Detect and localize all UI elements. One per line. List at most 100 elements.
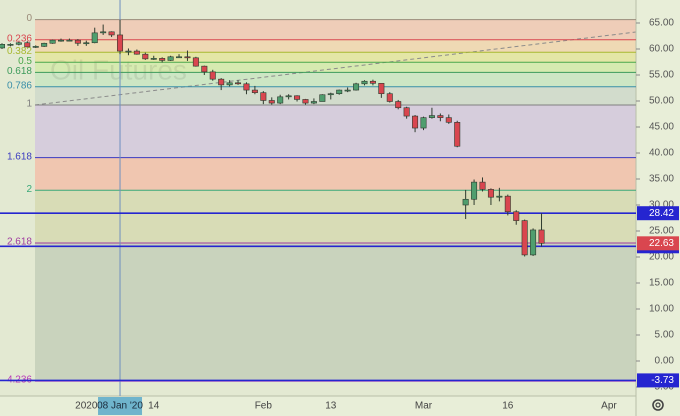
candle-body <box>184 56 191 59</box>
candle-body <box>0 44 6 49</box>
candle-body <box>167 56 174 61</box>
candle-body <box>58 39 65 42</box>
x-tick-label: Feb <box>255 401 273 412</box>
fib-zone <box>35 157 636 191</box>
candle-body <box>487 189 494 198</box>
candle-body <box>24 42 31 48</box>
fib-label: 0 <box>26 13 32 24</box>
y-tick-label: 35.00 <box>649 174 674 185</box>
candle-body <box>277 96 284 104</box>
candle-body <box>133 50 140 55</box>
candle-body <box>117 34 124 52</box>
candle-body <box>504 195 511 213</box>
last-price-label: 22.63 <box>649 238 674 249</box>
gear[interactable] <box>652 399 664 411</box>
candle-body <box>100 31 107 34</box>
settings-icon[interactable] <box>652 399 664 411</box>
fib-zone <box>35 52 636 63</box>
fib-zone <box>35 72 636 87</box>
candle-body <box>7 44 14 46</box>
candle-body <box>530 229 537 256</box>
x-tick-label: 16 <box>502 401 514 412</box>
candle-body <box>454 122 461 147</box>
candle-body <box>353 83 360 91</box>
candle-body <box>513 211 520 221</box>
candle-body <box>150 58 157 60</box>
candle-body <box>428 115 435 118</box>
fib-zone <box>35 62 636 73</box>
price-line-label: 28.42 <box>649 208 674 219</box>
candle-body <box>91 32 98 44</box>
candle-body <box>251 89 258 93</box>
candle-body <box>32 46 39 48</box>
candle-body <box>412 115 419 129</box>
candle-body <box>437 115 444 118</box>
fib-zone <box>35 86 636 105</box>
fib-zone <box>35 104 636 158</box>
fib-label: 0.236 <box>7 33 32 44</box>
y-tick-label: 65.00 <box>649 18 674 29</box>
candle-body <box>108 31 115 36</box>
candle-body <box>159 58 166 61</box>
fib-label: 0.5 <box>18 56 32 67</box>
candle-body <box>327 93 334 96</box>
y-tick-label: 25.00 <box>649 226 674 237</box>
candle-body <box>361 80 368 85</box>
candle-body <box>420 117 427 129</box>
candle-body <box>49 39 56 44</box>
y-tick-label: 30.00 <box>649 200 674 211</box>
candle-body <box>201 65 208 73</box>
price-line-label: -3.73 <box>651 375 674 386</box>
y-tick-label: 20.00 <box>649 252 674 263</box>
gear-hub[interactable] <box>655 402 661 408</box>
fib-zone <box>35 39 636 53</box>
price-line-box <box>637 373 679 388</box>
candle-body <box>462 198 469 206</box>
fib-label: 1.618 <box>7 151 32 162</box>
candle-body <box>209 71 216 80</box>
candle-body <box>74 39 81 44</box>
candle-body <box>471 181 478 200</box>
x-tick-label: Mar <box>415 401 433 412</box>
x-tick-label: 14 <box>148 401 160 412</box>
watermark: Oil Futures <box>50 54 187 85</box>
candle-body <box>445 117 452 123</box>
candle-body <box>260 92 267 101</box>
x-tick-label: 13 <box>325 401 337 412</box>
candle-body <box>176 56 183 59</box>
candle-body <box>319 94 326 102</box>
trend-line <box>34 31 637 106</box>
candle-body <box>378 83 385 95</box>
candle-body <box>15 42 22 45</box>
y-tick-label: 15.00 <box>649 278 674 289</box>
time-axis <box>0 396 636 416</box>
candle-body <box>496 195 503 198</box>
y-tick-label: 55.00 <box>649 70 674 81</box>
candle-body <box>310 101 317 104</box>
fib-label: 0.786 <box>7 80 32 91</box>
candle-body <box>386 93 393 102</box>
y-tick-label: 40.00 <box>649 148 674 159</box>
candle-body <box>302 99 309 104</box>
fib-label: 2.618 <box>7 237 32 248</box>
candle-body <box>66 39 73 42</box>
candle-body <box>294 95 301 100</box>
candle-body <box>83 42 90 45</box>
candle-body <box>403 107 410 117</box>
candle-body <box>479 181 486 190</box>
candle-body <box>369 80 376 84</box>
price-line-box <box>637 206 679 221</box>
last-price-box <box>637 236 679 251</box>
x-tick-label: Apr <box>601 401 617 412</box>
fib-zone <box>35 19 636 40</box>
y-tick-label: 45.00 <box>649 122 674 133</box>
candle-body <box>41 42 48 47</box>
fib-zone <box>35 190 636 244</box>
candle-body <box>521 220 528 256</box>
candle-body <box>395 101 402 109</box>
candle-body <box>192 57 199 67</box>
fib-label: 2 <box>26 184 32 195</box>
crosshair-label-box <box>98 397 143 415</box>
